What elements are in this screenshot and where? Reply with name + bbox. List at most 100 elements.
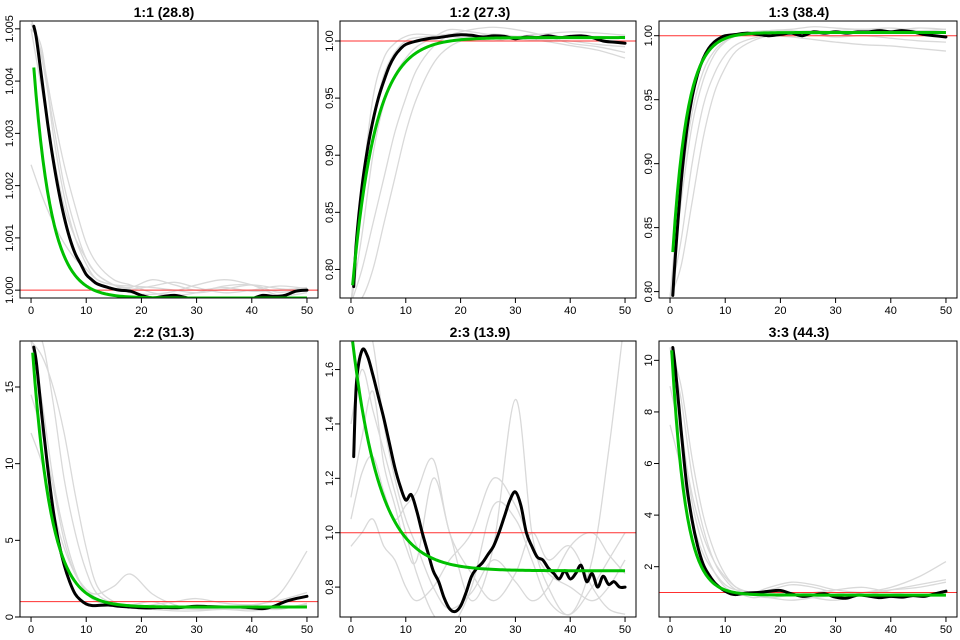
- x-tick-label: 0: [348, 624, 354, 636]
- run-line-1: [669, 424, 947, 594]
- y-tick-label: 0.90: [324, 145, 336, 166]
- plot-area: [340, 341, 636, 617]
- y-tick-label: 1.000: [4, 276, 16, 304]
- x-tick-label: 30: [829, 624, 841, 636]
- y-tick-label: 2: [643, 564, 655, 570]
- fit-line: [31, 352, 307, 609]
- x-tick-label: 50: [940, 624, 952, 636]
- run-line-2: [352, 26, 626, 298]
- run-line-3: [351, 28, 626, 298]
- x-tick-label: 30: [509, 305, 521, 317]
- x-tick-label: 20: [774, 305, 786, 317]
- x-tick-label: 0: [667, 305, 673, 317]
- x-tick-label: 30: [190, 624, 202, 636]
- x-tick-label: 10: [719, 624, 731, 636]
- x-tick-label: 10: [400, 624, 412, 636]
- x-tick-label: 20: [135, 305, 147, 317]
- y-tick-label: 6: [643, 460, 655, 466]
- run-line-5: [350, 31, 626, 298]
- fit-line: [351, 341, 626, 573]
- panel-title: 1:2 (27.3): [450, 4, 511, 20]
- x-tick-label: 40: [246, 624, 258, 636]
- axis-layer: 0 10 20 30 40 50 1.000 1.001 1.002 1.003 1.004 1.00…: [4, 15, 319, 317]
- x-tick-label: 30: [509, 624, 521, 636]
- run-line-4: [350, 368, 626, 617]
- run-line-4: [669, 32, 946, 298]
- x-tick-label: 30: [829, 305, 841, 317]
- y-tick-label: 10: [4, 458, 16, 470]
- y-tick-label: 0.8: [324, 579, 336, 594]
- x-tick-label: 40: [246, 305, 258, 317]
- plot-frame: [19, 340, 319, 618]
- run-line-2: [669, 35, 947, 298]
- plot-area: [659, 26, 957, 298]
- plot-frame: [339, 20, 637, 299]
- panel-1-1: 1:1 (28.8) 0 10 20 30 40 50 1.000 1.001 1.002 1.0…: [4, 4, 319, 317]
- series-layer: [20, 341, 318, 612]
- y-tick-label: 8: [643, 409, 655, 415]
- y-tick-label: 0.95: [643, 89, 655, 110]
- panel-title: 1:1 (28.8): [134, 4, 195, 20]
- y-tick-label: 0.85: [643, 217, 655, 238]
- y-tick-label: 15: [4, 381, 16, 393]
- plot-area: [340, 26, 636, 298]
- panel-1-3: 1:3 (38.4) 0 10 20 30 40 50 0.80 0.85 0.90 0.95 1.…: [643, 4, 958, 317]
- y-tick-label: 1.2: [324, 471, 336, 486]
- fit-line: [351, 36, 626, 286]
- mean-line: [352, 347, 627, 614]
- plot-frame: [19, 20, 319, 299]
- x-tick-label: 0: [348, 305, 354, 317]
- run-line-4: [361, 33, 626, 298]
- mean-line: [32, 24, 309, 298]
- plot-frame: [658, 20, 958, 299]
- y-tick-label: 0.80: [643, 281, 655, 302]
- panel-1-2: 1:2 (27.3) 0 10 20 30 40 50 0.80 0.85 0.90 0.95 1.…: [324, 4, 637, 317]
- x-tick-label: 50: [301, 305, 313, 317]
- y-tick-label: 0: [4, 614, 16, 620]
- x-tick-label: 20: [135, 624, 147, 636]
- panel-title: 1:3 (38.4): [769, 4, 830, 20]
- series-layer: [659, 26, 957, 298]
- x-tick-label: 30: [190, 305, 202, 317]
- run-line-5: [30, 28, 308, 294]
- axis-layer: 0 10 20 30 40 50 0.8 1.0 1.2 1.4 1.6: [324, 340, 637, 636]
- y-tick-label: 10: [643, 354, 655, 366]
- x-tick-label: 10: [80, 624, 92, 636]
- y-tick-label: 5: [4, 537, 16, 543]
- x-tick-label: 0: [28, 305, 34, 317]
- y-tick-label: 1.005: [4, 15, 16, 43]
- x-tick-label: 40: [564, 305, 576, 317]
- y-tick-label: 1.00: [324, 30, 336, 51]
- x-tick-label: 10: [80, 305, 92, 317]
- y-tick-label: 1.003: [4, 120, 16, 148]
- y-tick-label: 1.002: [4, 172, 16, 200]
- panel-3-3: 3:3 (44.3) 0 10 20 30 40 50 2 4 6 8 10: [643, 324, 958, 636]
- axis-layer: 0 10 20 30 40 50 2 4 6 8 10: [643, 340, 958, 636]
- x-tick-label: 50: [301, 624, 313, 636]
- y-tick-label: 4: [643, 512, 655, 518]
- x-tick-label: 20: [454, 624, 466, 636]
- run-line-3: [30, 164, 308, 294]
- series-layer: [340, 26, 636, 298]
- x-tick-label: 50: [619, 305, 631, 317]
- y-tick-label: 0.85: [324, 202, 336, 223]
- plot-frame: [658, 340, 958, 618]
- x-tick-label: 20: [454, 305, 466, 317]
- x-tick-label: 0: [667, 624, 673, 636]
- x-tick-label: 10: [719, 305, 731, 317]
- x-tick-label: 50: [940, 305, 952, 317]
- x-tick-label: 40: [564, 624, 576, 636]
- y-tick-label: 1.00: [643, 25, 655, 46]
- y-tick-label: 0.80: [324, 259, 336, 280]
- y-tick-label: 1.6: [324, 362, 336, 377]
- x-tick-label: 50: [619, 624, 631, 636]
- y-tick-label: 1.004: [4, 67, 16, 95]
- run-line-2: [350, 455, 626, 615]
- y-tick-label: 1.4: [324, 416, 336, 431]
- plot-area: [659, 345, 957, 601]
- x-tick-label: 20: [774, 624, 786, 636]
- x-tick-label: 10: [400, 305, 412, 317]
- panel-title: 3:3 (44.3): [769, 324, 830, 340]
